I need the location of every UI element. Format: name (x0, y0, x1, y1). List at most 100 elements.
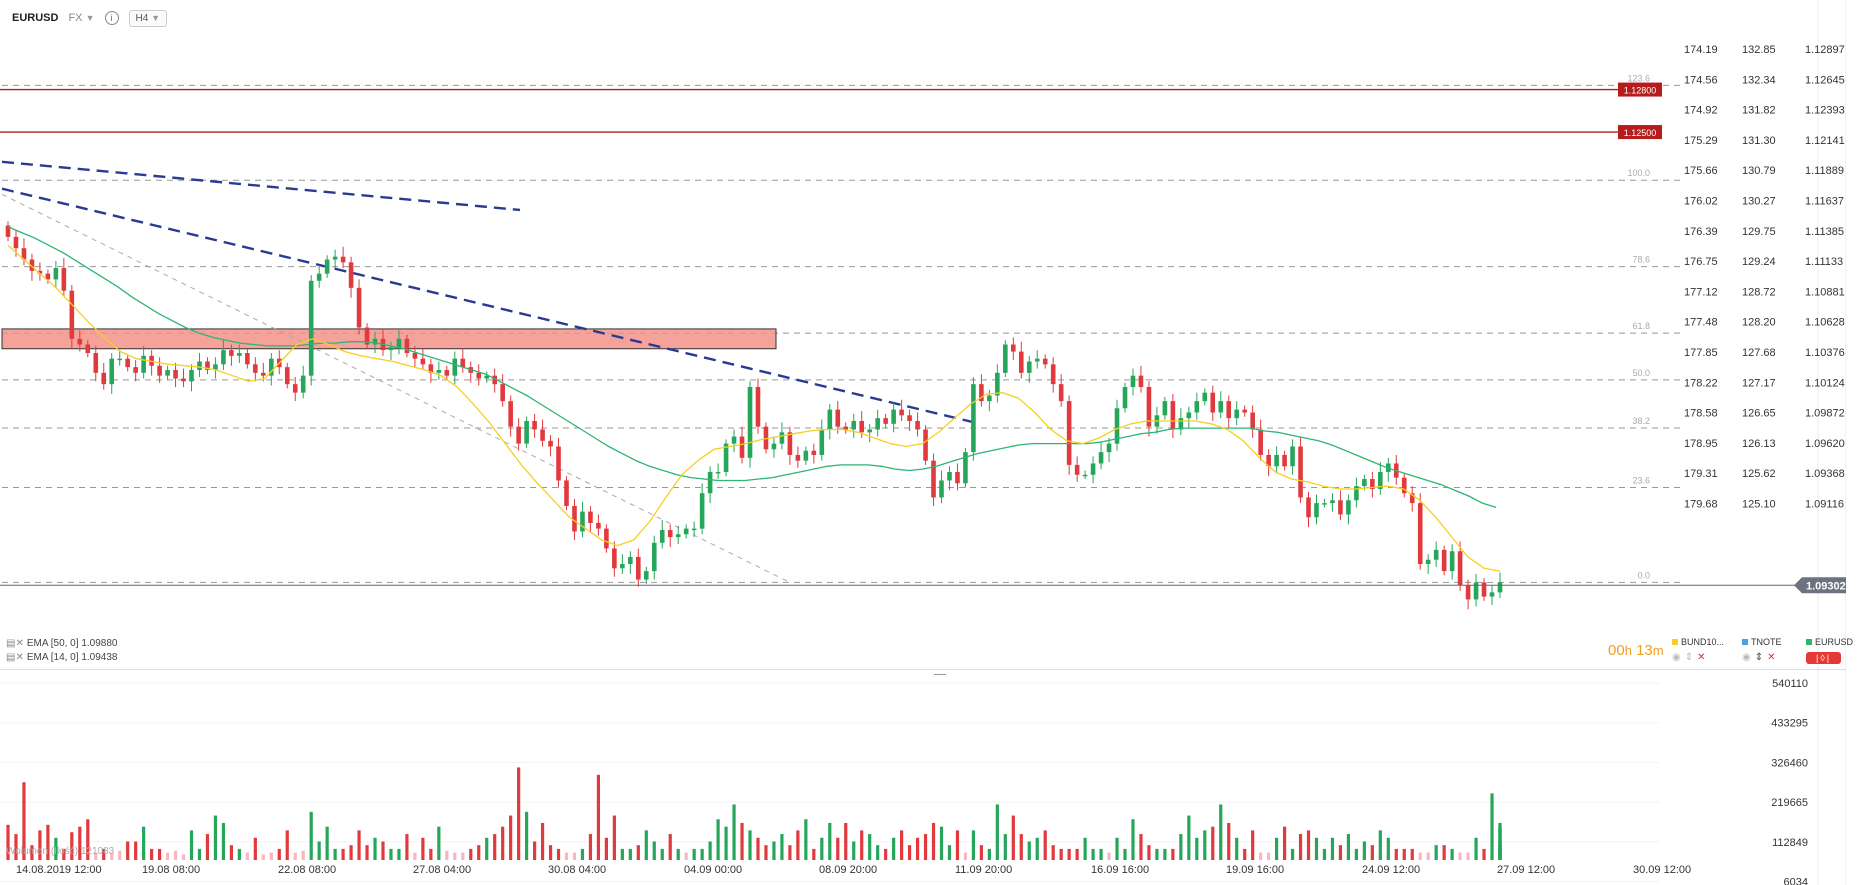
candle-body (1417, 503, 1423, 565)
instrument-bund10[interactable]: BUND10... ◉⇕✕ (1672, 637, 1724, 663)
volume-bar (453, 852, 457, 860)
candle-body (779, 432, 785, 444)
candle-body (1170, 401, 1176, 430)
candle-body (316, 273, 322, 281)
volume-axis-tick: 6034 (1784, 877, 1808, 885)
reorder-icon[interactable]: ⇕ (1684, 652, 1698, 663)
candle-body (21, 248, 27, 260)
ema50-line (7, 226, 1497, 509)
volume-bar (668, 834, 672, 860)
candle-body (755, 386, 761, 427)
volume-bar (413, 852, 417, 860)
instrument-tnote[interactable]: TNOTE ◉⇕✕ (1742, 637, 1782, 663)
settings-icon[interactable]: ▤✕ (6, 652, 24, 663)
candle-body (1282, 454, 1287, 467)
candle-body (620, 564, 625, 569)
candle-body (412, 352, 418, 359)
candle-body (157, 365, 162, 376)
volume-bar (165, 852, 170, 860)
candle-body (1210, 392, 1216, 413)
volume-bar (437, 826, 441, 860)
close-icon[interactable]: ✕ (1767, 652, 1780, 663)
candle-body (428, 364, 434, 373)
candle-body (5, 225, 11, 237)
time-axis-tick: 19.09 16:00 (1226, 864, 1284, 876)
candle-body (1042, 358, 1048, 365)
volume-bar (525, 811, 529, 860)
color-swatch-icon (1742, 639, 1748, 645)
volume-bar (46, 824, 50, 860)
volume-bar (1091, 848, 1095, 860)
price-axis-tick: 129.24 (1742, 256, 1776, 268)
volume-bar (253, 837, 257, 860)
fib-level-label: 0.0 (1637, 570, 1650, 580)
eye-icon[interactable]: ◉ (1672, 652, 1685, 663)
volume-bar (1306, 830, 1311, 860)
candle-body (364, 327, 370, 345)
volume-bar (142, 826, 146, 860)
close-icon[interactable]: ✕ (1697, 652, 1710, 663)
time-axis-tick: 16.09 16:00 (1091, 864, 1149, 876)
candle-body (875, 418, 880, 430)
timeframe-selector[interactable]: H4 ▼ (128, 9, 167, 27)
candle-body (675, 534, 681, 538)
candle-body (205, 361, 210, 370)
drag-handle-icon[interactable] (934, 670, 946, 675)
info-icon[interactable]: i (104, 11, 119, 25)
market-selector[interactable]: FX ▼ (68, 12, 94, 24)
pane-splitter[interactable] (0, 669, 1846, 670)
volume-bar (1179, 834, 1183, 860)
volume-bar (301, 850, 305, 860)
volume-bar (708, 841, 712, 860)
indicator-legend-ema50[interactable]: ▤✕ EMA [50, 0] 1.09880 (6, 638, 117, 649)
candle-body (237, 352, 242, 356)
candle-body (37, 270, 43, 274)
eye-icon[interactable]: ◉ (1742, 652, 1755, 663)
candle-body (795, 454, 801, 461)
volume-bar (317, 841, 321, 860)
price-axis-tick: 132.34 (1742, 74, 1776, 86)
candle-body (324, 259, 330, 274)
volume-bar (572, 852, 577, 860)
countdown-hours-unit: h (1624, 643, 1632, 658)
candle-body (564, 480, 569, 506)
symbol-label[interactable]: EURUSD (12, 12, 59, 24)
volume-bar (501, 826, 505, 860)
candle-body (436, 369, 442, 373)
volume-bar (1115, 837, 1119, 860)
volume-bar (1267, 852, 1271, 860)
candle-body (268, 358, 274, 376)
candle-body (588, 511, 593, 523)
volume-bar (1322, 848, 1327, 860)
volume-bar (1163, 848, 1167, 860)
candle-body (173, 369, 178, 379)
volume-bar (1259, 852, 1263, 860)
volume-bar (692, 848, 696, 860)
volume-bar (1011, 815, 1015, 860)
candle-body (1322, 503, 1327, 505)
volume-bar (205, 834, 210, 860)
reorder-icon[interactable]: ⇕ (1754, 652, 1768, 663)
volume-bar (517, 767, 521, 860)
volume-bar (1227, 822, 1231, 860)
candle-body (484, 375, 490, 379)
instrument-eurusd[interactable]: EURUSD |◊| (1806, 637, 1853, 664)
time-axis-tick: 30.08 04:00 (548, 864, 606, 876)
active-instrument-icon[interactable]: |◊| (1806, 652, 1842, 664)
volume-bar (1019, 834, 1023, 860)
settings-icon[interactable]: ▤✕ (6, 638, 24, 649)
candle-body (1465, 585, 1471, 600)
volume-bar (820, 837, 824, 860)
volume-bar (1243, 848, 1247, 860)
volume-axis-tick: 433295 (1771, 718, 1808, 730)
volume-bar (78, 826, 82, 860)
indicator-legend-ema14[interactable]: ▤✕ EMA [14, 0] 1.09438 (6, 652, 117, 663)
volume-bar (1099, 848, 1103, 860)
candle-body (1026, 361, 1032, 373)
current-price-value: 1.09302 (1806, 580, 1846, 592)
candle-body (1258, 429, 1263, 455)
candle-body (731, 436, 737, 444)
candle-body (1330, 500, 1335, 504)
volume-bar (1235, 837, 1239, 860)
